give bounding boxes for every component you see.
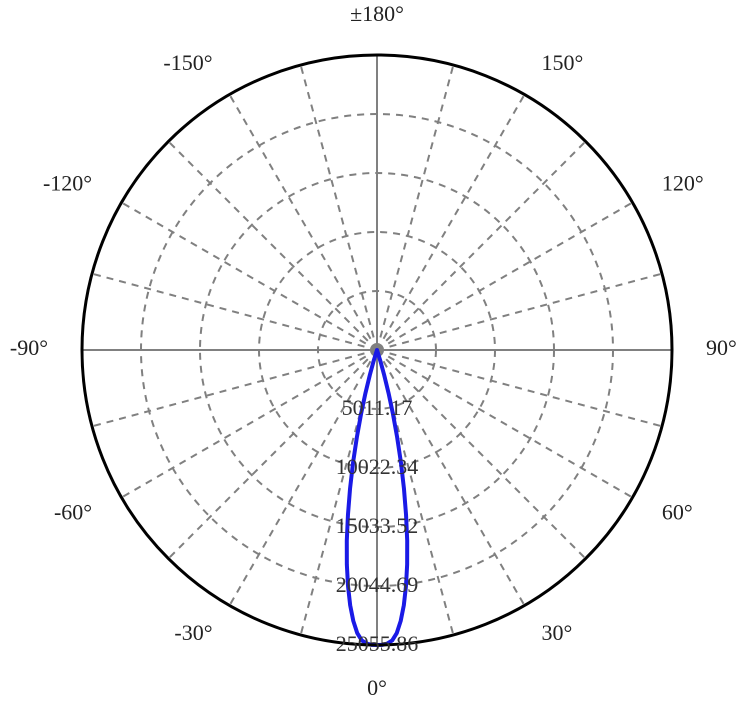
radial-label: 5011.17	[342, 395, 413, 420]
angle-label: 150°	[542, 50, 584, 75]
angle-label: -60°	[54, 500, 92, 525]
radial-label: 15033.52	[336, 513, 419, 538]
angle-label: -30°	[174, 620, 212, 645]
angle-label: 120°	[662, 171, 704, 196]
angle-label: -90°	[10, 335, 48, 360]
angle-label: 60°	[662, 500, 693, 525]
radial-label: 25055.86	[336, 631, 419, 656]
angle-label: -120°	[43, 171, 92, 196]
radial-label: 10022.34	[336, 454, 419, 479]
angle-label: 90°	[706, 335, 737, 360]
radial-label: 20044.69	[336, 572, 419, 597]
angle-label: ±180°	[350, 1, 404, 26]
angle-label: -150°	[163, 50, 212, 75]
angle-label: 30°	[542, 620, 573, 645]
angle-label: 0°	[367, 675, 387, 700]
polar-chart: 5011.17 10022.34 15033.52 20044.69 25055.86 ±…	[0, 0, 755, 701]
